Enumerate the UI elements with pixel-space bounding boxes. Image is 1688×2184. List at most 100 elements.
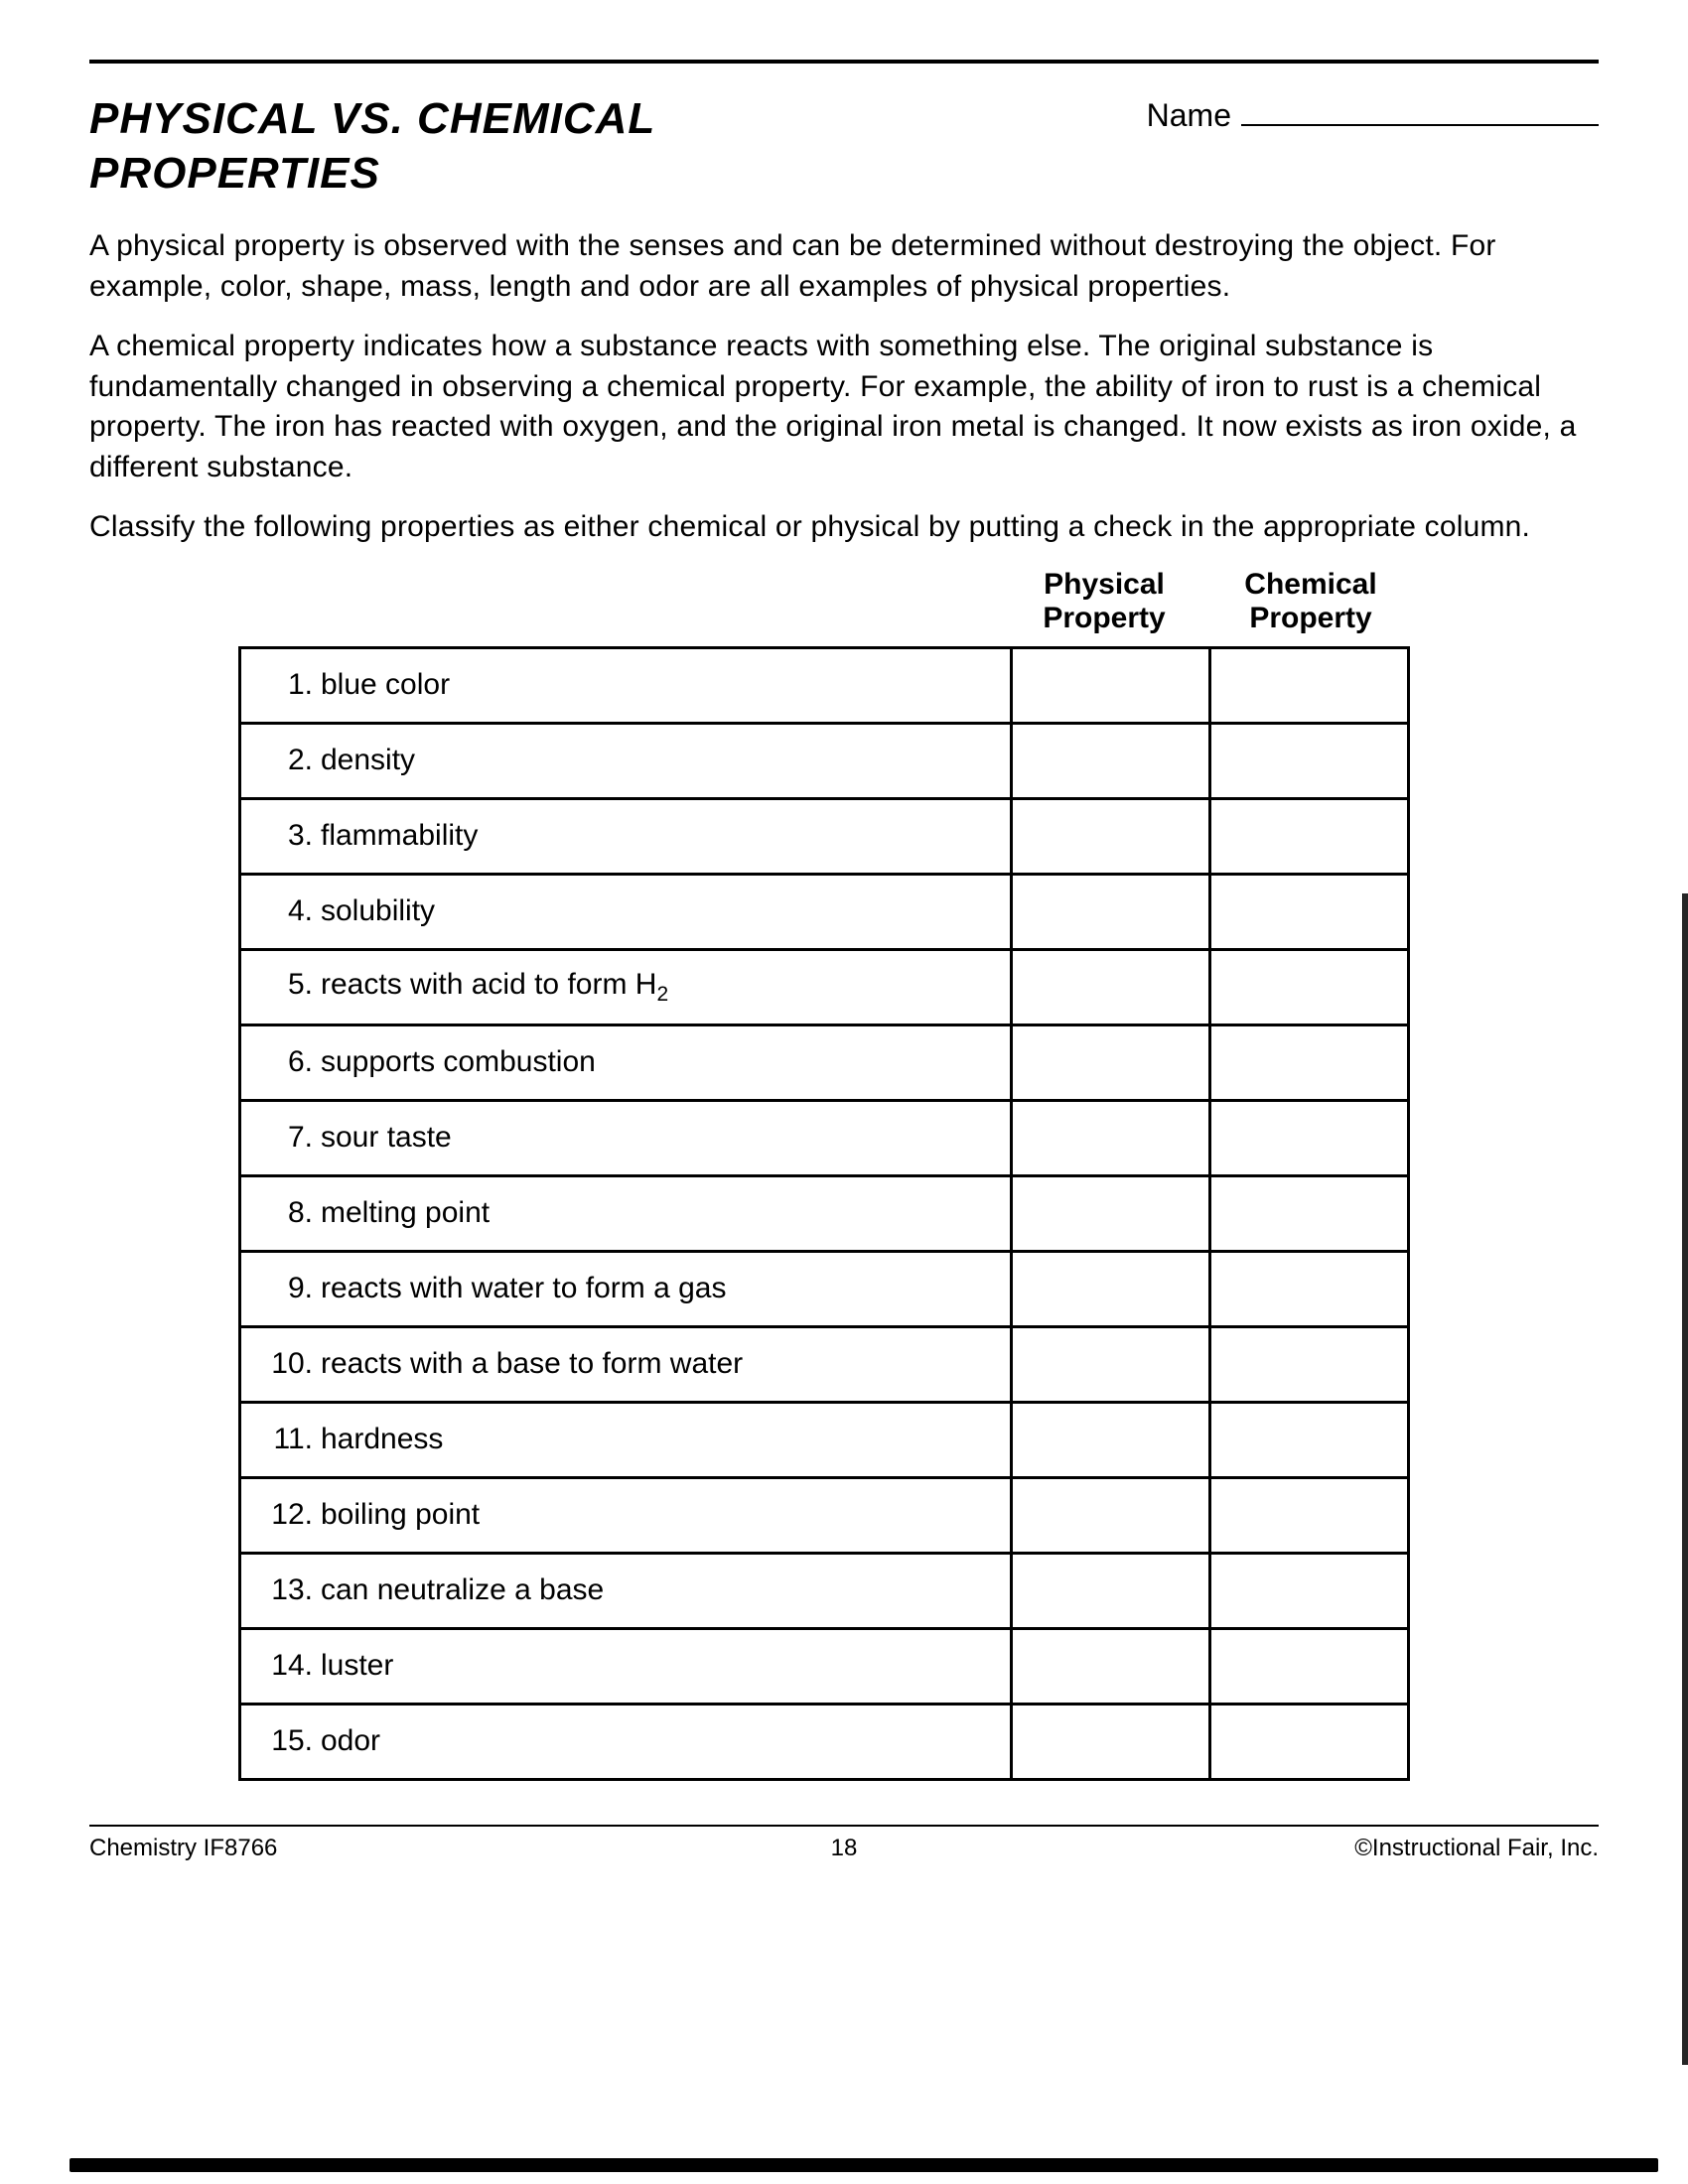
- physical-check-cell[interactable]: [1012, 1553, 1210, 1628]
- property-text: melting point: [321, 1196, 490, 1229]
- intro-text: A physical property is observed with the…: [89, 226, 1599, 548]
- row-number: 11.: [263, 1423, 313, 1456]
- property-cell: 3.flammability: [240, 798, 1012, 874]
- chemical-check-cell[interactable]: [1210, 1251, 1409, 1326]
- table-row: 1.blue color: [240, 647, 1409, 723]
- footer-right: ©Instructional Fair, Inc.: [1354, 1835, 1599, 1862]
- intro-paragraph-2: A chemical property indicates how a subs…: [89, 327, 1599, 487]
- column-headers: Physical Property Chemical Property: [238, 568, 1410, 636]
- physical-check-cell[interactable]: [1012, 1024, 1210, 1100]
- property-cell: 13.can neutralize a base: [240, 1553, 1012, 1628]
- name-field: Name: [1147, 97, 1599, 134]
- physical-check-cell[interactable]: [1012, 1251, 1210, 1326]
- physical-check-cell[interactable]: [1012, 1704, 1210, 1779]
- chemical-check-cell[interactable]: [1210, 1628, 1409, 1704]
- row-number: 4.: [263, 894, 313, 928]
- property-cell: 2.density: [240, 723, 1012, 798]
- chemical-check-cell[interactable]: [1210, 874, 1409, 949]
- property-cell: 12.boiling point: [240, 1477, 1012, 1553]
- property-text: blue color: [321, 668, 450, 701]
- property-cell: 6.supports combustion: [240, 1024, 1012, 1100]
- property-text: reacts with acid to form H: [321, 968, 656, 1001]
- table-row: 13.can neutralize a base: [240, 1553, 1409, 1628]
- property-cell: 10.reacts with a base to form water: [240, 1326, 1012, 1402]
- property-text: luster: [321, 1649, 393, 1682]
- property-cell: 9.reacts with water to form a gas: [240, 1251, 1012, 1326]
- page-title: PHYSICAL VS. CHEMICAL PROPERTIES: [89, 91, 655, 201]
- footer-rule: [89, 1825, 1599, 1827]
- chemical-check-cell[interactable]: [1210, 798, 1409, 874]
- chemical-check-cell[interactable]: [1210, 1326, 1409, 1402]
- chemical-check-cell[interactable]: [1210, 1175, 1409, 1251]
- table-row: 12.boiling point: [240, 1477, 1409, 1553]
- property-cell: 15.odor: [240, 1704, 1012, 1779]
- property-cell: 5.reacts with acid to form H2: [240, 949, 1012, 1024]
- row-number: 3.: [263, 819, 313, 853]
- property-cell: 7.sour taste: [240, 1100, 1012, 1175]
- property-text: reacts with water to form a gas: [321, 1272, 727, 1304]
- chemical-check-cell[interactable]: [1210, 647, 1409, 723]
- physical-check-cell[interactable]: [1012, 1100, 1210, 1175]
- property-text: solubility: [321, 894, 435, 927]
- chemical-check-cell[interactable]: [1210, 1100, 1409, 1175]
- row-number: 9.: [263, 1272, 313, 1305]
- physical-check-cell[interactable]: [1012, 949, 1210, 1024]
- row-number: 15.: [263, 1724, 313, 1758]
- title-line-1: PHYSICAL VS. CHEMICAL: [89, 94, 655, 143]
- table-row: 7.sour taste: [240, 1100, 1409, 1175]
- property-cell: 1.blue color: [240, 647, 1012, 723]
- property-text: boiling point: [321, 1498, 480, 1531]
- table-row: 11.hardness: [240, 1402, 1409, 1477]
- chemical-check-cell[interactable]: [1210, 1553, 1409, 1628]
- intro-paragraph-3: Classify the following properties as eit…: [89, 507, 1599, 548]
- chemical-check-cell[interactable]: [1210, 949, 1409, 1024]
- col-header-chemical-text: Chemical Property: [1244, 568, 1376, 635]
- name-input-line[interactable]: [1241, 100, 1599, 126]
- intro-paragraph-1: A physical property is observed with the…: [89, 226, 1599, 307]
- row-number: 6.: [263, 1045, 313, 1079]
- property-text: sour taste: [321, 1121, 452, 1154]
- table-row: 6.supports combustion: [240, 1024, 1409, 1100]
- table-row: 9.reacts with water to form a gas: [240, 1251, 1409, 1326]
- physical-check-cell[interactable]: [1012, 1628, 1210, 1704]
- table-row: 14.luster: [240, 1628, 1409, 1704]
- table-row: 10.reacts with a base to form water: [240, 1326, 1409, 1402]
- header-row: PHYSICAL VS. CHEMICAL PROPERTIES Name: [89, 91, 1599, 201]
- property-text: odor: [321, 1724, 380, 1757]
- top-rule: [89, 60, 1599, 64]
- scan-edge-right: [1678, 893, 1688, 2065]
- page-footer: Chemistry IF8766 18 ©Instructional Fair,…: [89, 1827, 1599, 1862]
- chemical-check-cell[interactable]: [1210, 1024, 1409, 1100]
- property-text: can neutralize a base: [321, 1573, 604, 1606]
- chemical-check-cell[interactable]: [1210, 1402, 1409, 1477]
- row-number: 7.: [263, 1121, 313, 1155]
- table-row: 2.density: [240, 723, 1409, 798]
- chemical-check-cell[interactable]: [1210, 1704, 1409, 1779]
- physical-check-cell[interactable]: [1012, 647, 1210, 723]
- property-cell: 4.solubility: [240, 874, 1012, 949]
- title-line-2: PROPERTIES: [89, 149, 380, 198]
- property-cell: 11.hardness: [240, 1402, 1012, 1477]
- physical-check-cell[interactable]: [1012, 1402, 1210, 1477]
- row-number: 2.: [263, 744, 313, 777]
- physical-check-cell[interactable]: [1012, 723, 1210, 798]
- table-row: 8.melting point: [240, 1175, 1409, 1251]
- chemical-check-cell[interactable]: [1210, 1477, 1409, 1553]
- property-text: hardness: [321, 1423, 443, 1455]
- physical-check-cell[interactable]: [1012, 1326, 1210, 1402]
- row-number: 1.: [263, 668, 313, 702]
- col-header-physical-text: Physical Property: [1043, 568, 1165, 635]
- row-number: 13.: [263, 1573, 313, 1607]
- row-number: 10.: [263, 1347, 313, 1381]
- physical-check-cell[interactable]: [1012, 1477, 1210, 1553]
- worksheet-page: PHYSICAL VS. CHEMICAL PROPERTIES Name A …: [0, 0, 1688, 2184]
- row-number: 8.: [263, 1196, 313, 1230]
- table-row: 4.solubility: [240, 874, 1409, 949]
- physical-check-cell[interactable]: [1012, 1175, 1210, 1251]
- chemical-check-cell[interactable]: [1210, 723, 1409, 798]
- scan-edge-bottom: [70, 2158, 1658, 2172]
- table-row: 5.reacts with acid to form H2: [240, 949, 1409, 1024]
- physical-check-cell[interactable]: [1012, 874, 1210, 949]
- row-number: 5.: [263, 968, 313, 1002]
- physical-check-cell[interactable]: [1012, 798, 1210, 874]
